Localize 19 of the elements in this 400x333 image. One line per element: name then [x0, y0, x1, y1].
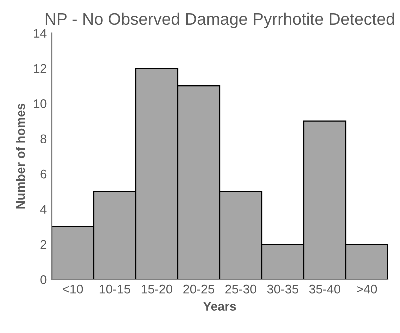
x-tick-label: 20-25	[184, 284, 214, 294]
y-tick-label: 8	[40, 134, 47, 144]
y-tick-label: 6	[40, 170, 47, 179]
y-tick-label: 2	[40, 240, 47, 250]
x-tick-label: 30-35	[267, 284, 298, 294]
x-axis-title: Years	[204, 302, 236, 311]
chart-title: NP - No Observed Damage Pyrrhotite Detected	[46, 12, 394, 28]
y-tick-label: 10	[34, 100, 47, 108]
x-tick-label: 10-15	[100, 284, 130, 294]
x-tick-label: <10	[63, 284, 84, 294]
y-tick-label: 14	[34, 29, 47, 38]
y-tick-label: 4	[40, 205, 47, 214]
y-tick-label: 0	[40, 276, 47, 284]
x-tick-label: 25-30	[226, 284, 256, 294]
x-tick-label: >40	[357, 284, 378, 294]
x-tick-label: 35-40	[309, 284, 340, 294]
x-tick-label: 15-20	[142, 284, 172, 294]
y-axis-title: Number of homes	[16, 104, 26, 209]
y-tick-label: 12	[34, 64, 47, 74]
